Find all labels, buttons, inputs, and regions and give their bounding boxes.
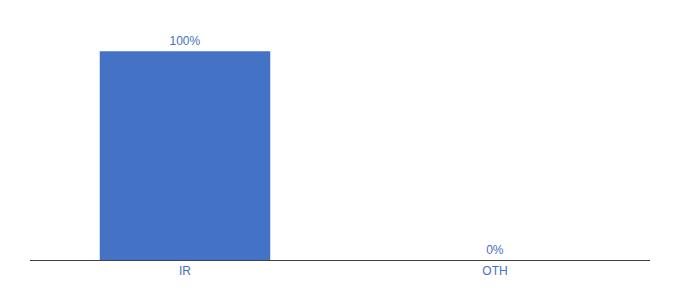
svg-text:OTH: OTH xyxy=(482,264,507,278)
svg-text:0%: 0% xyxy=(486,243,504,257)
svg-text:IR: IR xyxy=(179,264,191,278)
svg-text:100%: 100% xyxy=(169,34,200,48)
